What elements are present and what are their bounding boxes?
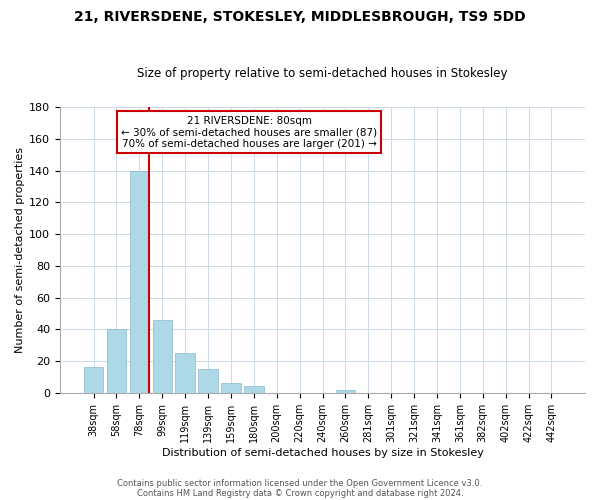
Bar: [107, 330, 126, 393]
Y-axis label: Number of semi-detached properties: Number of semi-detached properties: [15, 147, 25, 353]
Bar: [335, 390, 355, 393]
Bar: [84, 368, 103, 393]
Bar: [175, 353, 195, 393]
Bar: [244, 386, 263, 393]
Text: Contains HM Land Registry data © Crown copyright and database right 2024.: Contains HM Land Registry data © Crown c…: [137, 488, 463, 498]
Text: 21 RIVERSDENE: 80sqm
← 30% of semi-detached houses are smaller (87)
70% of semi-: 21 RIVERSDENE: 80sqm ← 30% of semi-detac…: [121, 116, 377, 149]
Bar: [152, 320, 172, 393]
Bar: [130, 170, 149, 393]
Bar: [221, 384, 241, 393]
Text: 21, RIVERSDENE, STOKESLEY, MIDDLESBROUGH, TS9 5DD: 21, RIVERSDENE, STOKESLEY, MIDDLESBROUGH…: [74, 10, 526, 24]
Text: Contains public sector information licensed under the Open Government Licence v3: Contains public sector information licen…: [118, 478, 482, 488]
Bar: [199, 369, 218, 393]
Title: Size of property relative to semi-detached houses in Stokesley: Size of property relative to semi-detach…: [137, 66, 508, 80]
X-axis label: Distribution of semi-detached houses by size in Stokesley: Distribution of semi-detached houses by …: [161, 448, 484, 458]
